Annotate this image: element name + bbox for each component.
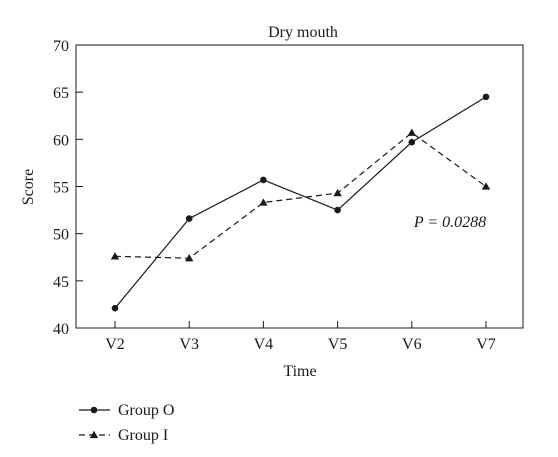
x-tick-label: V4 (254, 336, 274, 353)
data-point (333, 188, 342, 197)
y-tick-label: 60 (53, 132, 69, 149)
y-tick-label: 45 (53, 274, 69, 291)
series-line-1 (114, 96, 487, 309)
data-point (334, 206, 341, 214)
data-point (111, 304, 119, 312)
data-point (260, 176, 267, 184)
x-axis-label: Time (283, 363, 316, 380)
data-point (407, 128, 416, 136)
legend-marker (89, 430, 99, 439)
y-tick-label: 50 (53, 227, 69, 244)
y-axis-label: Score (20, 169, 37, 205)
legend-label: Group I (118, 427, 168, 444)
data-point (259, 198, 268, 206)
y-tick-label: 55 (53, 180, 69, 197)
x-axis: V2 V3 V4 V5 V6 V7 (105, 321, 496, 353)
x-tick-label: V7 (476, 336, 496, 353)
x-tick-label: V5 (328, 336, 348, 353)
legend-marker (90, 406, 98, 414)
x-tick-label: V6 (402, 336, 422, 353)
y-tick-label: 70 (53, 38, 69, 55)
series-layer (110, 93, 491, 312)
x-tick-label: V3 (179, 336, 199, 353)
data-point (185, 253, 194, 262)
x-tick-label: V2 (105, 336, 125, 353)
data-point (408, 138, 416, 146)
y-tick-label: 40 (53, 321, 69, 338)
data-point (482, 93, 490, 101)
p-value-annotation: P = 0.0288 (413, 214, 486, 231)
y-axis: 40 45 50 55 60 65 70 (53, 38, 83, 338)
chart-title: Dry mouth (268, 24, 338, 41)
legend-label: Group O (118, 402, 174, 419)
y-tick-label: 65 (53, 85, 69, 102)
plot-frame (75, 44, 524, 329)
data-point (185, 215, 193, 222)
data-point (481, 182, 491, 190)
legend: Group O Group I (79, 402, 174, 444)
series-line-2 (114, 131, 487, 259)
data-point (110, 252, 120, 260)
